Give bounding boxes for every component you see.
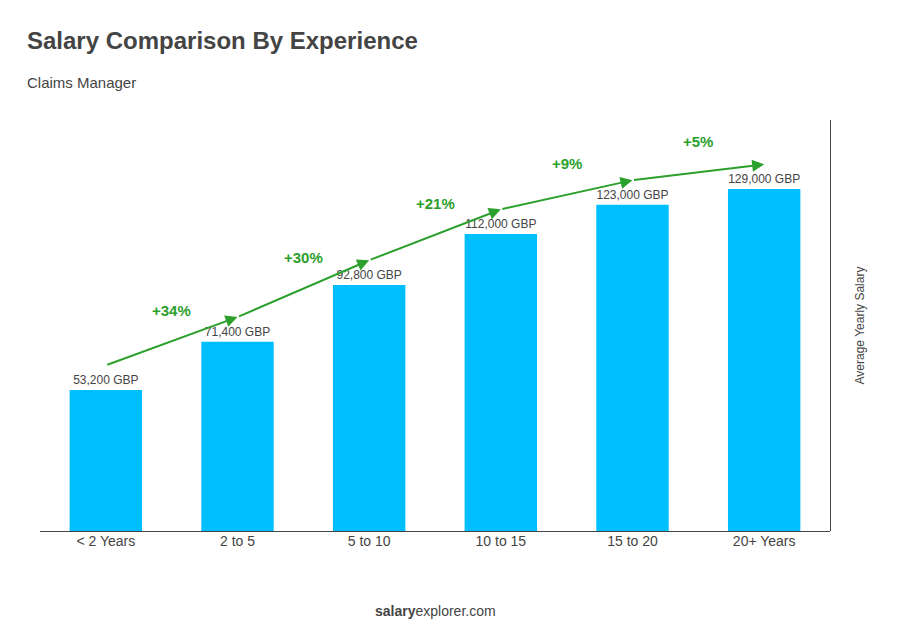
svg-text:112,000 GBP: 112,000 GBP	[465, 217, 536, 231]
svg-text:20+ Years: 20+ Years	[733, 533, 796, 549]
svg-text:Salary Comparison By Experienc: Salary Comparison By Experience	[27, 27, 418, 54]
svg-text:5 to 10: 5 to 10	[348, 533, 391, 549]
svg-text:Average Yearly Salary: Average Yearly Salary	[853, 267, 867, 385]
svg-text:+34%: +34%	[152, 302, 191, 319]
svg-text:+9%: +9%	[552, 155, 582, 172]
svg-text:15 to 20: 15 to 20	[607, 533, 658, 549]
svg-text:129,000 GBP: 129,000 GBP	[728, 172, 800, 186]
svg-text:123,000 GBP: 123,000 GBP	[596, 188, 668, 202]
svg-text:92,800 GBP: 92,800 GBP	[336, 268, 401, 282]
svg-text:10 to 15: 10 to 15	[476, 533, 527, 549]
svg-text:Claims Manager: Claims Manager	[27, 74, 136, 91]
svg-text:53,200 GBP: 53,200 GBP	[73, 373, 138, 387]
svg-text:+5%: +5%	[683, 133, 713, 150]
svg-text:71,400 GBP: 71,400 GBP	[205, 325, 270, 339]
svg-text:2 to 5: 2 to 5	[220, 533, 255, 549]
svg-text:salaryexplorer.com: salaryexplorer.com	[375, 603, 496, 619]
svg-text:< 2 Years: < 2 Years	[76, 533, 135, 549]
svg-text:+30%: +30%	[284, 249, 323, 266]
svg-text:+21%: +21%	[416, 195, 455, 212]
